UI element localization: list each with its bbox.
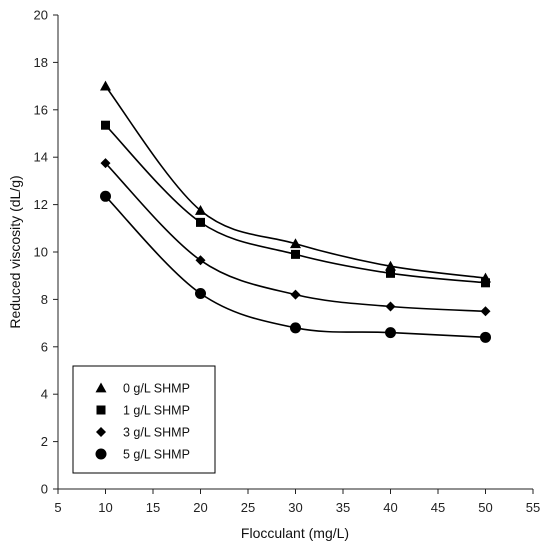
y-tick-label: 2 bbox=[41, 434, 48, 449]
x-axis-title: Flocculant (mg/L) bbox=[241, 525, 349, 541]
legend: 0 g/L SHMP 1 g/L SHMP 3 g/L SHMP 5 g/L SHMP bbox=[72, 365, 216, 474]
legend-label: 5 g/L SHMP bbox=[123, 448, 190, 462]
series-curve-circle bbox=[104, 195, 486, 339]
legend-label: 1 g/L SHMP bbox=[123, 404, 190, 418]
y-tick-label: 4 bbox=[41, 387, 48, 402]
x-tick-label: 15 bbox=[146, 500, 160, 515]
data-point-circle bbox=[100, 190, 111, 202]
series-curve-triangle bbox=[104, 85, 486, 279]
points-layer bbox=[100, 80, 491, 343]
data-point-triangle bbox=[385, 260, 396, 271]
y-tick-label: 18 bbox=[34, 55, 48, 70]
data-point-square bbox=[101, 120, 110, 130]
data-point-diamond bbox=[100, 158, 111, 169]
data-point-square bbox=[196, 217, 205, 227]
data-point-square bbox=[481, 278, 490, 288]
x-tick-label: 40 bbox=[383, 500, 397, 515]
x-tick-label: 55 bbox=[526, 500, 540, 515]
x-tick-label: 45 bbox=[431, 500, 445, 515]
data-point-circle bbox=[290, 322, 301, 334]
legend-label: 0 g/L SHMP bbox=[123, 382, 190, 396]
data-point-circle bbox=[195, 287, 206, 299]
legend-label: 3 g/L SHMP bbox=[123, 426, 190, 440]
data-point-diamond bbox=[480, 306, 491, 317]
y-tick-label: 6 bbox=[41, 339, 48, 354]
y-tick-label: 14 bbox=[34, 150, 48, 165]
x-tick-label: 10 bbox=[98, 500, 112, 515]
x-tick-label: 5 bbox=[54, 500, 61, 515]
legend-marker-diamond bbox=[96, 427, 106, 437]
series-curve-diamond bbox=[104, 162, 486, 313]
y-tick-label: 10 bbox=[34, 245, 48, 260]
y-tick-label: 0 bbox=[41, 482, 48, 497]
x-tick-label: 50 bbox=[478, 500, 492, 515]
data-point-circle bbox=[385, 327, 396, 339]
data-point-triangle bbox=[290, 238, 301, 249]
x-tick-label: 20 bbox=[193, 500, 207, 515]
y-tick-label: 12 bbox=[34, 197, 48, 212]
y-tick-label: 20 bbox=[34, 8, 48, 23]
x-tick-label: 25 bbox=[241, 500, 255, 515]
x-tick-label: 35 bbox=[336, 500, 350, 515]
data-point-diamond bbox=[195, 255, 206, 266]
data-point-square bbox=[386, 268, 395, 278]
data-point-triangle bbox=[195, 205, 206, 215]
legend-marker-circle bbox=[95, 448, 107, 460]
legend-marker-square bbox=[96, 405, 106, 415]
y-tick-label: 16 bbox=[34, 102, 48, 117]
data-point-square bbox=[291, 249, 300, 259]
y-tick-label: 8 bbox=[41, 292, 48, 307]
data-point-diamond bbox=[385, 301, 396, 312]
y-axis-title: Reduced viscosity (dL/g) bbox=[7, 175, 23, 328]
axes-layer: 0 2 4 6 8 10 12 14 16 18 20 5 10 15 20 25 30 35 40 45 50 55 bbox=[34, 8, 541, 516]
data-point-triangle bbox=[100, 80, 111, 91]
x-tick-label: 30 bbox=[288, 500, 302, 515]
data-point-circle bbox=[480, 331, 491, 343]
legend-marker-triangle bbox=[95, 382, 107, 393]
data-point-diamond bbox=[290, 289, 301, 300]
